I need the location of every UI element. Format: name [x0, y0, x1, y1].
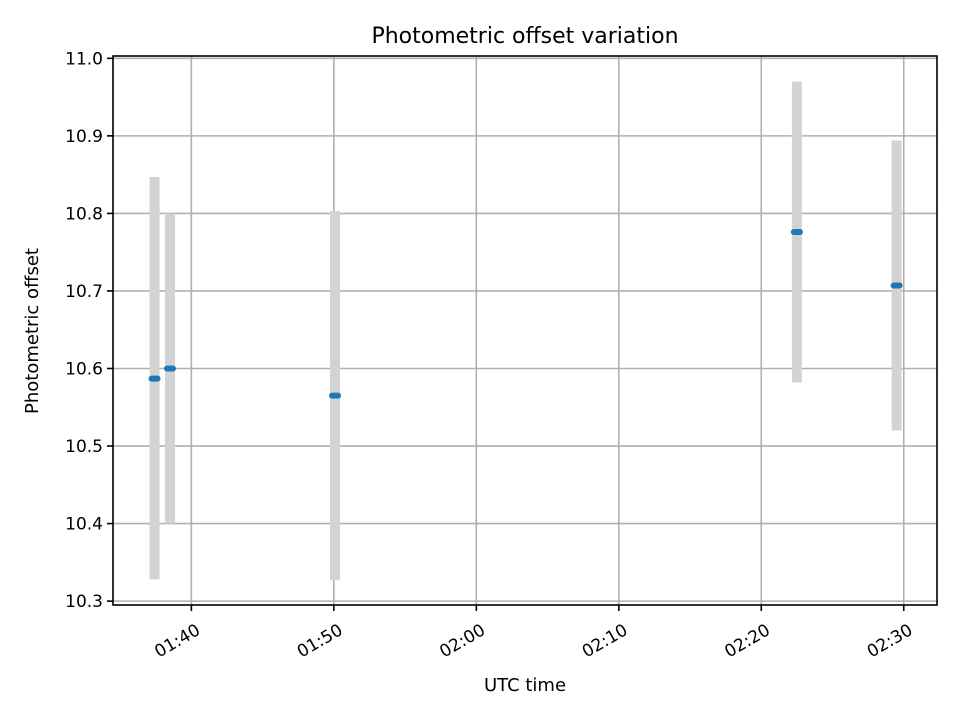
data-point	[148, 375, 161, 382]
y-tick-label: 10.4	[65, 515, 103, 535]
data-points	[148, 229, 903, 399]
x-tick-label: 01:50	[294, 620, 346, 662]
y-tick-label: 10.3	[65, 592, 103, 612]
x-axis-label: UTC time	[484, 675, 566, 696]
y-tick-label: 10.6	[65, 359, 103, 379]
y-tick-label: 11.0	[65, 49, 103, 69]
plot-frame	[112, 55, 938, 606]
x-tick-label: 02:10	[579, 620, 631, 662]
x-tick-label: 02:00	[436, 620, 488, 662]
grid	[113, 56, 937, 605]
error-bars	[149, 81, 902, 581]
y-tick-label: 10.7	[65, 282, 103, 302]
axis-ticks: 01:40 01:50 02:00 02:10 02:20 02:30 10.3 10.4 10…	[65, 49, 916, 662]
data-point	[329, 392, 342, 399]
x-tick-label: 02:20	[721, 620, 773, 662]
y-tick-label: 10.5	[65, 437, 103, 457]
data-point	[163, 365, 176, 372]
data-point	[890, 282, 903, 289]
data-point	[790, 229, 803, 236]
y-tick-label: 10.9	[65, 127, 103, 147]
chart-title: Photometric offset variation	[371, 24, 678, 49]
x-tick-label: 01:40	[151, 620, 203, 662]
y-tick-label: 10.8	[65, 204, 103, 224]
x-tick-label: 02:30	[864, 620, 916, 662]
y-axis-label: Photometric offset	[22, 248, 43, 414]
